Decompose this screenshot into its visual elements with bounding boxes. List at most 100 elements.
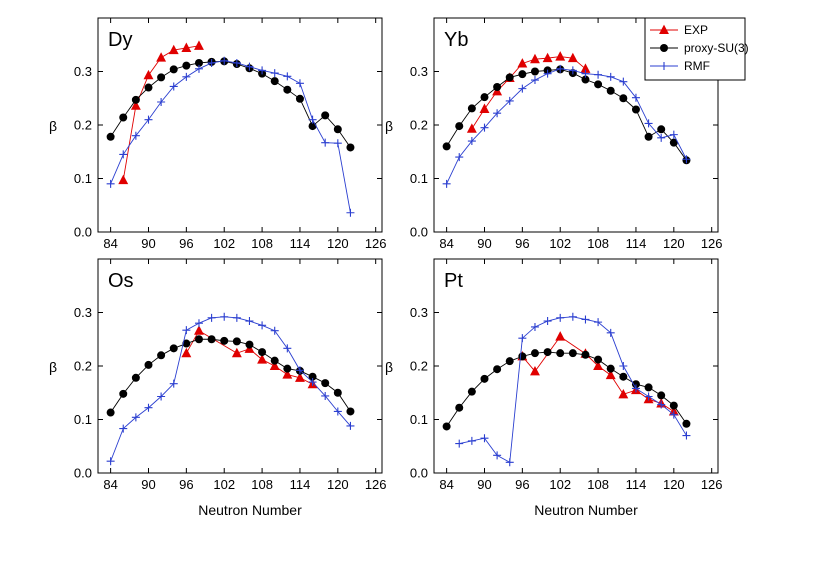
legend-entry-proxy-su-3: proxy-SU(3) [650, 41, 749, 55]
data-point [169, 379, 178, 388]
series-exp [181, 325, 318, 389]
series-proxy-su-3 [442, 348, 691, 431]
data-point [657, 133, 666, 142]
y-tick-label: 0.2 [74, 359, 92, 374]
data-point [669, 138, 678, 147]
y-tick-label: 0.1 [410, 171, 428, 186]
data-point [581, 315, 590, 324]
data-point [346, 421, 355, 430]
data-point [321, 379, 330, 388]
series-exp [118, 40, 204, 185]
data-point [194, 325, 204, 335]
legend-label: RMF [684, 59, 710, 73]
data-point [505, 458, 514, 467]
legend-marker [660, 44, 668, 52]
data-point [493, 83, 502, 92]
x-tick-label: 114 [626, 236, 647, 251]
panel-pt: 84 90 96 102 108 114 120 126 0.0 0.1 0.2 0.3 β Neutro… [385, 258, 723, 518]
data-point [220, 336, 229, 345]
x-axis: 84 90 96 102 108 114 120 126 [103, 18, 387, 251]
data-point [618, 388, 629, 399]
y-tick-label: 0.3 [410, 64, 428, 79]
panel-title: Dy [108, 29, 132, 51]
data-point [106, 457, 115, 466]
data-point [245, 340, 254, 349]
data-point [594, 355, 603, 364]
y-axis-label: β [49, 359, 57, 375]
data-point [581, 75, 590, 84]
data-point [518, 334, 527, 343]
data-point [194, 319, 203, 328]
data-point [530, 53, 540, 64]
data-point [594, 70, 603, 79]
data-point [631, 105, 640, 114]
plot-frame [433, 258, 719, 474]
data-point [308, 372, 317, 381]
data-point [644, 119, 653, 128]
data-point [131, 413, 140, 422]
y-tick-label: 0.2 [74, 118, 92, 133]
data-point [493, 109, 502, 118]
data-point [479, 103, 490, 113]
data-point [258, 66, 267, 75]
data-point [106, 408, 115, 417]
data-point [619, 94, 628, 103]
data-point [556, 349, 565, 358]
data-point [118, 174, 129, 185]
data-point [119, 113, 128, 122]
data-point [207, 58, 216, 67]
x-tick-label: 90 [477, 236, 491, 251]
x-tick-label: 126 [365, 236, 387, 251]
plot-frame [97, 17, 383, 233]
data-point [657, 400, 666, 409]
data-point [530, 76, 539, 85]
y-tick-label: 0.1 [74, 412, 92, 427]
data-point [283, 364, 292, 373]
plot-frame [97, 258, 383, 474]
x-tick-label: 108 [251, 236, 273, 251]
panel-os: 84 90 96 102 108 114 120 126 0.0 0.1 0.2 0.3 β Neutro… [49, 258, 387, 518]
data-point [644, 383, 653, 392]
data-point [169, 82, 178, 91]
data-point [181, 347, 192, 358]
data-point [144, 83, 153, 92]
x-tick-label: 108 [587, 477, 609, 492]
data-point [144, 403, 153, 412]
data-point [568, 66, 577, 75]
data-point [530, 349, 539, 358]
data-point [333, 388, 342, 397]
data-point [283, 85, 292, 94]
x-axis: 84 90 96 102 108 114 120 126 [439, 18, 723, 251]
data-point [245, 62, 254, 71]
data-point [619, 362, 628, 370]
data-point [106, 132, 115, 141]
series-line [185, 330, 313, 385]
x-tick-label: 102 [213, 477, 235, 492]
x-tick-label: 114 [290, 477, 311, 492]
x-tick-label: 120 [663, 477, 685, 492]
data-point [657, 391, 666, 400]
data-point [168, 44, 179, 55]
data-point [321, 138, 330, 147]
series-line [446, 68, 687, 185]
data-point [194, 335, 203, 344]
y-tick-label: 0.2 [410, 359, 428, 374]
data-point [231, 347, 242, 358]
data-point [606, 328, 615, 337]
data-point [106, 179, 115, 188]
data-point [505, 357, 514, 366]
x-tick-label: 84 [439, 236, 453, 251]
data-point [157, 97, 166, 106]
data-point [568, 349, 577, 358]
data-point [258, 348, 267, 357]
data-point [455, 403, 464, 412]
data-point [270, 69, 279, 78]
series-rmf [455, 312, 691, 467]
legend-entry-rmf: RMF [650, 59, 710, 73]
data-point [619, 372, 628, 381]
data-point [606, 86, 615, 95]
data-point [194, 64, 203, 73]
x-tick-label: 114 [626, 477, 647, 492]
data-point [493, 365, 502, 374]
data-point [346, 407, 355, 416]
